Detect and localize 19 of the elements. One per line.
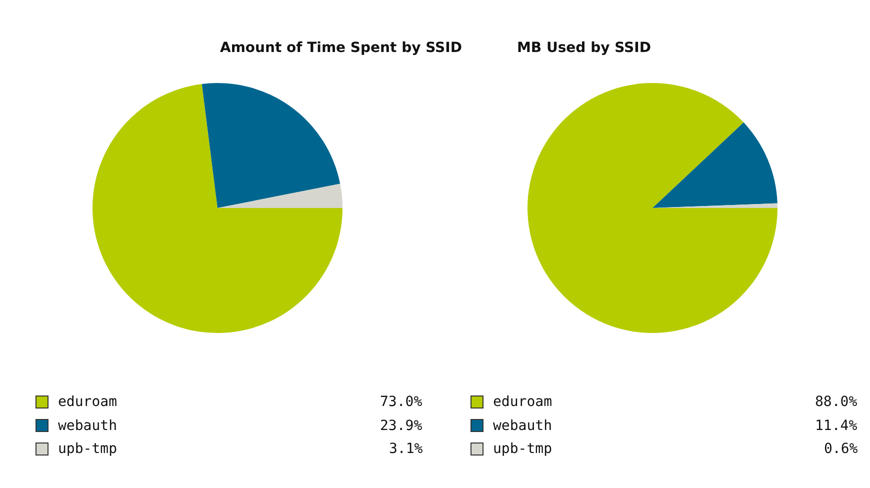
- chart-title: Amount of Time Spent by SSID: [220, 40, 462, 56]
- data-label: 88.0%: [815, 394, 858, 410]
- legend-label: upb-tmp: [58, 441, 118, 457]
- legend-label: eduroam: [493, 394, 552, 410]
- data-label: 3.1%: [389, 441, 424, 457]
- legend-label: webauth: [58, 418, 118, 434]
- pie-slice: [528, 83, 778, 333]
- data-label: 11.4%: [815, 418, 858, 434]
- legend-label: webauth: [493, 418, 552, 434]
- chart-title: MB Used by SSID: [517, 40, 651, 56]
- legend-label: upb-tmp: [493, 441, 552, 457]
- pie-slice: [92, 84, 342, 333]
- pie-slice: [202, 83, 340, 208]
- data-label: 73.0%: [380, 394, 423, 410]
- data-label: 23.9%: [380, 418, 423, 434]
- data-label: 0.6%: [824, 441, 858, 457]
- pie-slice: [652, 122, 778, 208]
- legend-label: eduroam: [58, 394, 118, 410]
- pie-slice: [218, 184, 342, 208]
